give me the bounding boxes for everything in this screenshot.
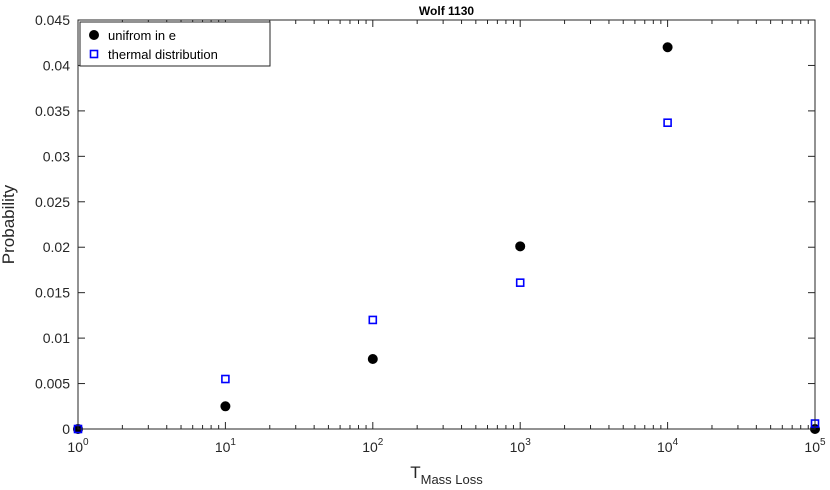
plot-frame: [77, 19, 816, 430]
x-tick-label-base: 10: [215, 439, 231, 455]
x-tick-label-exponent: 4: [673, 437, 679, 448]
y-tick-label: 0.03: [43, 148, 70, 164]
y-tick-label: 0.025: [35, 194, 70, 210]
x-axis-title-subscript: Mass Loss: [421, 472, 484, 487]
legend-label: thermal distribution: [108, 47, 218, 62]
x-tick-label-base: 10: [510, 439, 526, 455]
data-point: [515, 241, 526, 252]
x-tick-label-base: 10: [362, 439, 378, 455]
y-tick-label: 0.04: [43, 57, 70, 73]
x-tick-label-exponent: 0: [83, 437, 89, 448]
series-layer: [73, 42, 820, 434]
y-tick-label: 0: [62, 421, 70, 437]
x-tick-label: 102: [362, 437, 384, 455]
y-tick-label: 0.035: [35, 103, 70, 119]
legend-label: unifrom in e: [108, 28, 176, 43]
x-tick-label-base: 10: [804, 439, 820, 455]
data-point: [367, 354, 378, 365]
data-point: [220, 401, 231, 412]
y-axis-title: Probability: [0, 184, 18, 264]
legend-box: [79, 21, 271, 67]
y-tick-label: 0.015: [35, 285, 70, 301]
legend: unifrom in e thermal distribution: [79, 21, 271, 67]
x-tick-label: 101: [215, 437, 237, 455]
plot-area: [78, 20, 815, 429]
y-tick-label: 0.005: [35, 376, 70, 392]
x-tick-label-base: 10: [67, 439, 83, 455]
y-tick-label: 0.02: [43, 239, 70, 255]
x-tick-label-exponent: 3: [525, 437, 531, 448]
chart-title: Wolf 1130: [419, 4, 474, 18]
data-point: [662, 42, 673, 53]
data-point: [368, 315, 378, 325]
x-tick-label: 104: [657, 437, 679, 455]
data-point: [663, 118, 672, 128]
data-point: [515, 278, 525, 287]
x-axis-title: TMass Loss: [410, 463, 483, 487]
series-2: [73, 118, 820, 434]
x-tick-label-exponent: 2: [378, 437, 384, 448]
x-tick-label-base: 10: [657, 439, 673, 455]
tick-layer: 100 101 102 103 104 10500.0050.010.0150.020.0…: [35, 12, 826, 455]
data-point: [221, 374, 230, 384]
x-tick-label: 103: [510, 437, 532, 455]
x-tick-label: 105: [804, 437, 826, 455]
legend-marker: [89, 49, 99, 59]
x-tick-label-exponent: 5: [820, 437, 826, 448]
y-tick-label: 0.01: [43, 330, 70, 346]
x-axis-title-base: T: [410, 463, 420, 482]
x-tick-label: 100: [67, 437, 89, 455]
y-tick-label: 0.045: [35, 12, 70, 28]
legend-marker: [89, 30, 99, 40]
x-tick-label-exponent: 1: [230, 437, 236, 448]
